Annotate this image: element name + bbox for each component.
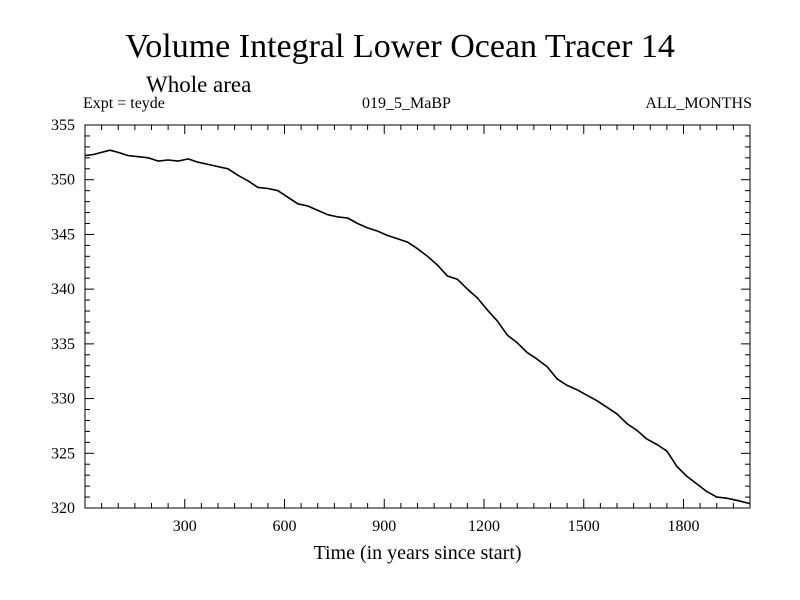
y-tick-label: 340 — [51, 281, 75, 298]
x-tick-label: 1200 — [468, 518, 500, 535]
x-axis-label: Time (in years since start) — [313, 542, 522, 564]
chart-subtitle: Whole area — [146, 72, 252, 97]
experiment-label: Expt = teyde — [83, 95, 165, 112]
x-tick-label: 1500 — [568, 518, 600, 535]
x-tick-label: 300 — [173, 518, 197, 535]
series-layer — [84, 149, 751, 505]
axis-tick-labels: 300 600 900 1200 1500 1800 320 325 330 335 340 345 3… — [51, 117, 700, 535]
x-tick-label: 600 — [273, 518, 297, 535]
chart-title: Volume Integral Lower Ocean Tracer 14 — [125, 28, 675, 65]
series-line — [84, 149, 751, 505]
x-tick-label: 900 — [372, 518, 396, 535]
months-label: ALL_MONTHS — [645, 95, 752, 112]
run-id-label: 019_5_MaBP — [362, 95, 451, 112]
y-tick-label: 345 — [51, 226, 75, 243]
axis-ticks — [85, 125, 750, 508]
x-tick-label: 1800 — [668, 518, 700, 535]
y-tick-label: 330 — [51, 391, 75, 408]
y-tick-label: 335 — [51, 336, 75, 353]
y-tick-label: 320 — [51, 500, 75, 517]
plot-frame — [84, 124, 751, 509]
y-tick-label: 350 — [51, 172, 75, 189]
y-tick-label: 355 — [51, 117, 75, 134]
y-tick-label: 325 — [51, 445, 75, 462]
